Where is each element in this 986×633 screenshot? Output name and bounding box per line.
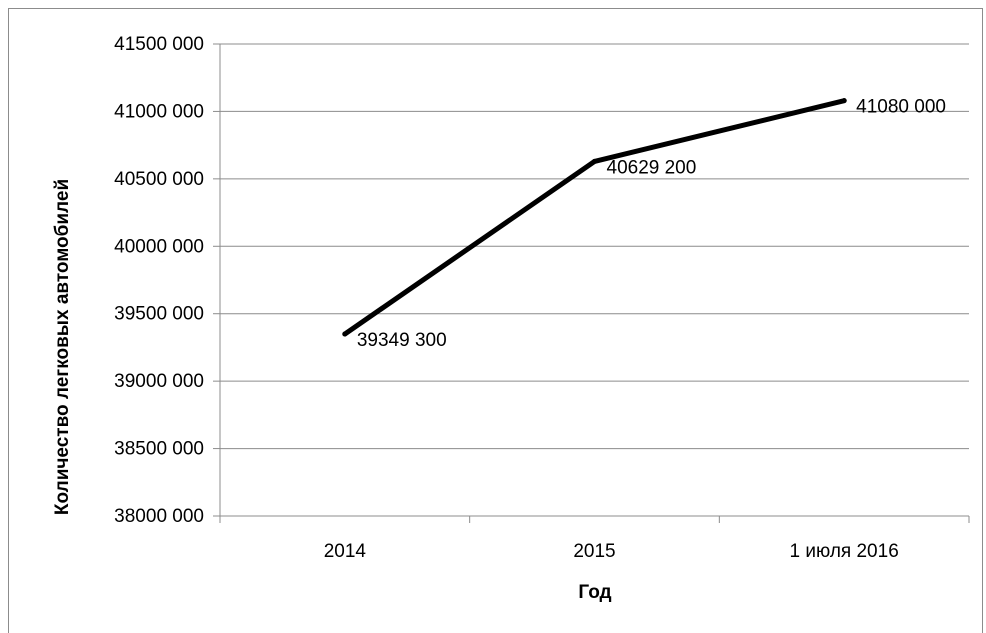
y-axis-tick-label: 40500 000 <box>114 169 204 190</box>
series-line <box>342 98 847 337</box>
x-axis-tick-label: 1 июля 2016 <box>790 541 899 562</box>
axes <box>213 43 970 523</box>
data-point <box>342 331 348 337</box>
y-axis-tick-label: 38500 000 <box>114 439 204 460</box>
y-axis-tick-label: 41000 000 <box>114 101 204 122</box>
x-axis-title: Год <box>578 582 611 603</box>
x-axis-tick-label: 2015 <box>573 541 615 562</box>
y-axis-tick-label: 41500 000 <box>114 34 204 55</box>
x-axis-tick-label: 2014 <box>324 541 367 562</box>
series <box>342 98 847 337</box>
data-point <box>592 158 597 164</box>
y-axis-tick-label: 39000 000 <box>114 371 204 392</box>
data-value-label: 40629 200 <box>607 157 697 178</box>
data-value-label: 41080 000 <box>856 97 946 118</box>
y-axis-tick-label: 39500 000 <box>114 304 204 325</box>
data-value-label: 39349 300 <box>357 330 447 351</box>
labels: 38000 000 38500 000 39000 000 39500 000 4000… <box>114 34 946 562</box>
chart-frame <box>8 8 983 633</box>
y-axis-title: Количество легковых автомобилей <box>52 179 73 515</box>
data-point <box>841 98 847 104</box>
y-axis-tick-label: 40000 000 <box>114 236 204 257</box>
y-axis-tick-label: 38000 000 <box>114 506 204 527</box>
